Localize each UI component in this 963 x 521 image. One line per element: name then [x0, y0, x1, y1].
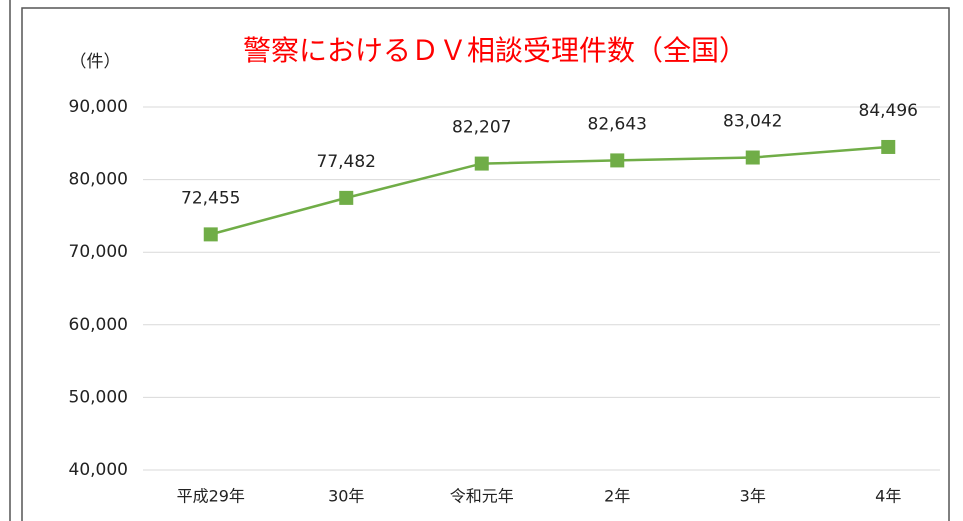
x-tick-label: 令和元年 [450, 487, 514, 506]
marker [881, 139, 896, 154]
y-tick-label: 60,000 [69, 315, 128, 335]
x-tick-label: 4年 [875, 487, 901, 506]
y-tick-label: 40,000 [69, 460, 128, 480]
marker [203, 227, 218, 242]
x-tick-label: 2年 [604, 487, 630, 506]
data-label: 82,207 [452, 118, 511, 138]
chart-frame [21, 7, 950, 521]
y-axis-label: （件） [70, 52, 121, 72]
marker [474, 156, 489, 171]
marker [610, 153, 625, 168]
marker [745, 150, 760, 165]
y-tick-label: 70,000 [69, 242, 128, 262]
y-tick-label: 80,000 [69, 170, 128, 190]
data-label: 82,643 [588, 114, 647, 134]
line [210, 145, 889, 236]
y-tick-label: 90,000 [69, 97, 128, 117]
data-label: 77,482 [317, 152, 376, 172]
x-tick-label: 平成29年 [177, 487, 245, 506]
y-tick-label: 50,000 [69, 387, 128, 407]
x-tick-label: 3年 [740, 487, 766, 506]
data-label: 84,496 [859, 101, 918, 121]
marker [339, 190, 354, 205]
data-label: 72,455 [181, 188, 240, 208]
data-label: 83,042 [723, 112, 782, 132]
chart-title: 警察におけるＤＶ相談受理件数（全国） [243, 34, 747, 67]
x-tick-label: 30年 [328, 487, 364, 506]
